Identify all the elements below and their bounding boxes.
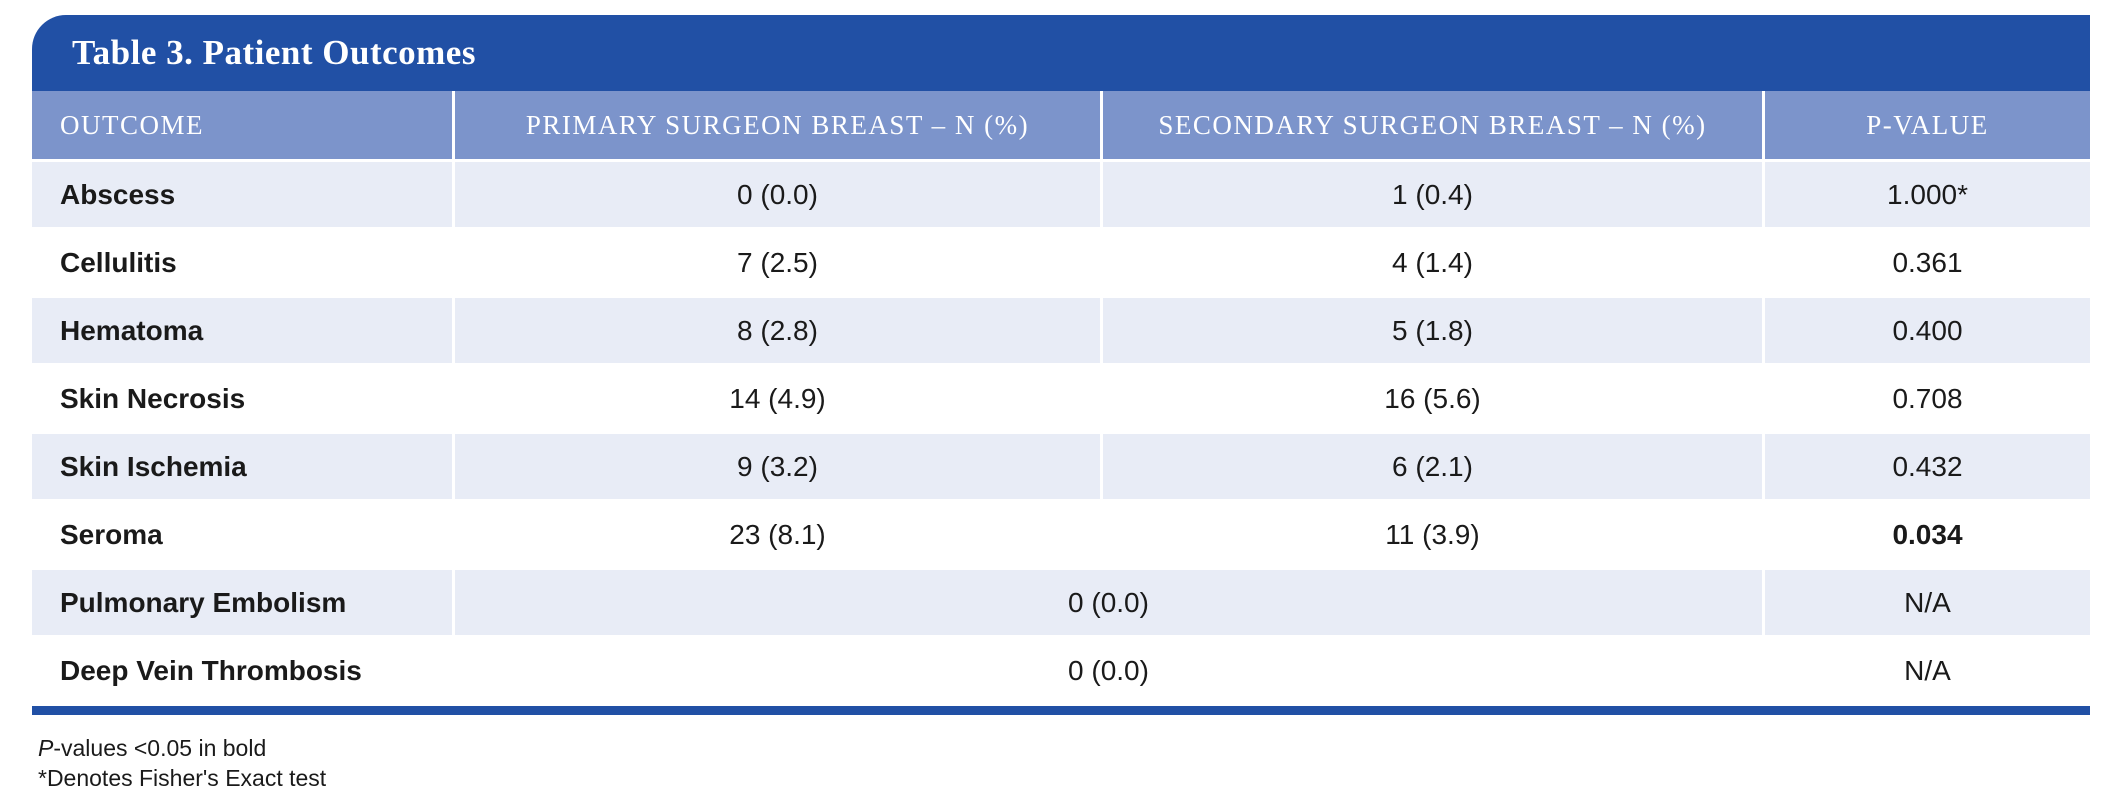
table-row: Cellulitis 7 (2.5) 4 (1.4) 0.361: [32, 230, 2090, 298]
primary-value-cell: 14 (4.9): [455, 366, 1103, 434]
table-row: Abscess 0 (0.0) 1 (0.4) 1.000*: [32, 162, 2090, 230]
secondary-value-cell: 16 (5.6): [1103, 366, 1765, 434]
secondary-value-cell: 6 (2.1): [1103, 434, 1765, 502]
primary-value-cell: 7 (2.5): [455, 230, 1103, 298]
secondary-value-cell: 4 (1.4): [1103, 230, 1765, 298]
table-row: Skin Necrosis 14 (4.9) 16 (5.6) 0.708: [32, 366, 2090, 434]
pvalue-cell: 1.000*: [1765, 162, 2090, 230]
patient-outcomes-table: OUTCOME PRIMARY SURGEON BREAST – N (%) S…: [32, 91, 2090, 706]
pvalue-cell: 0.432: [1765, 434, 2090, 502]
outcome-cell: Cellulitis: [32, 230, 455, 298]
combined-value-cell: 0 (0.0): [455, 570, 1765, 638]
table-row: Pulmonary Embolism 0 (0.0) N/A: [32, 570, 2090, 638]
pvalue-cell: N/A: [1765, 570, 2090, 638]
pvalue-cell: 0.361: [1765, 230, 2090, 298]
pvalue-cell: N/A: [1765, 638, 2090, 706]
outcome-cell: Hematoma: [32, 298, 455, 366]
table-row: Hematoma 8 (2.8) 5 (1.8) 0.400: [32, 298, 2090, 366]
combined-value-cell: 0 (0.0): [455, 638, 1765, 706]
primary-value-cell: 9 (3.2): [455, 434, 1103, 502]
primary-value-cell: 0 (0.0): [455, 162, 1103, 230]
outcome-cell: Pulmonary Embolism: [32, 570, 455, 638]
outcome-cell: Seroma: [32, 502, 455, 570]
column-header-outcome: OUTCOME: [32, 91, 455, 162]
column-header-secondary: SECONDARY SURGEON BREAST – N (%): [1103, 91, 1765, 162]
primary-value-cell: 23 (8.1): [455, 502, 1103, 570]
pvalue-cell: 0.400: [1765, 298, 2090, 366]
pvalue-cell: 0.708: [1765, 366, 2090, 434]
footnote-fishers-exact: *Denotes Fisher's Exact test: [38, 765, 327, 791]
patient-outcomes-figure: Table 3. Patient Outcomes OUTCOME PRIMAR…: [32, 15, 2090, 793]
table-footnotes: P-values <0.05 in bold *Denotes Fisher's…: [38, 733, 2090, 793]
outcome-cell: Skin Necrosis: [32, 366, 455, 434]
table-title-bar: Table 3. Patient Outcomes: [32, 15, 2090, 91]
footnote-pvalues: P-values <0.05 in bold: [38, 735, 267, 761]
table-title: Table 3. Patient Outcomes: [72, 33, 476, 72]
table-row: Seroma 23 (8.1) 11 (3.9) 0.034: [32, 502, 2090, 570]
secondary-value-cell: 1 (0.4): [1103, 162, 1765, 230]
column-header-primary: PRIMARY SURGEON BREAST – N (%): [455, 91, 1103, 162]
secondary-value-cell: 5 (1.8): [1103, 298, 1765, 366]
primary-value-cell: 8 (2.8): [455, 298, 1103, 366]
pvalue-cell-significant: 0.034: [1765, 502, 2090, 570]
outcome-cell: Abscess: [32, 162, 455, 230]
header-row: OUTCOME PRIMARY SURGEON BREAST – N (%) S…: [32, 91, 2090, 162]
outcome-cell: Skin Ischemia: [32, 434, 455, 502]
table-row: Deep Vein Thrombosis 0 (0.0) N/A: [32, 638, 2090, 706]
secondary-value-cell: 11 (3.9): [1103, 502, 1765, 570]
table-bottom-rule: [32, 706, 2090, 715]
table-row: Skin Ischemia 9 (3.2) 6 (2.1) 0.432: [32, 434, 2090, 502]
outcome-cell: Deep Vein Thrombosis: [32, 638, 455, 706]
column-header-pvalue: P-VALUE: [1765, 91, 2090, 162]
